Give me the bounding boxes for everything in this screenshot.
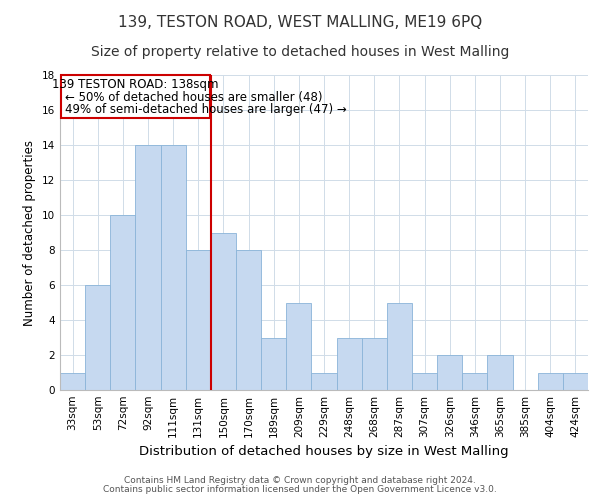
Text: 49% of semi-detached houses are larger (47) →: 49% of semi-detached houses are larger (… — [65, 103, 347, 116]
X-axis label: Distribution of detached houses by size in West Malling: Distribution of detached houses by size … — [139, 446, 509, 458]
Y-axis label: Number of detached properties: Number of detached properties — [23, 140, 37, 326]
Text: 139, TESTON ROAD, WEST MALLING, ME19 6PQ: 139, TESTON ROAD, WEST MALLING, ME19 6PQ — [118, 15, 482, 30]
Bar — [337, 338, 362, 390]
Bar — [261, 338, 286, 390]
Bar — [60, 372, 85, 390]
Bar — [136, 145, 161, 390]
Text: Size of property relative to detached houses in West Malling: Size of property relative to detached ho… — [91, 45, 509, 59]
Text: Contains HM Land Registry data © Crown copyright and database right 2024.: Contains HM Land Registry data © Crown c… — [124, 476, 476, 485]
Bar — [538, 372, 563, 390]
Bar — [437, 355, 462, 390]
Text: ← 50% of detached houses are smaller (48): ← 50% of detached houses are smaller (48… — [65, 91, 323, 104]
Bar — [412, 372, 437, 390]
Bar — [462, 372, 487, 390]
FancyBboxPatch shape — [61, 75, 209, 118]
Bar — [563, 372, 588, 390]
Bar — [387, 302, 412, 390]
Bar — [286, 302, 311, 390]
Bar — [236, 250, 261, 390]
Bar — [161, 145, 186, 390]
Bar — [362, 338, 387, 390]
Bar — [211, 232, 236, 390]
Bar — [85, 285, 110, 390]
Bar — [110, 215, 136, 390]
Bar — [487, 355, 512, 390]
Bar — [186, 250, 211, 390]
Bar — [311, 372, 337, 390]
Text: Contains public sector information licensed under the Open Government Licence v3: Contains public sector information licen… — [103, 485, 497, 494]
Text: 139 TESTON ROAD: 138sqm: 139 TESTON ROAD: 138sqm — [52, 78, 218, 90]
